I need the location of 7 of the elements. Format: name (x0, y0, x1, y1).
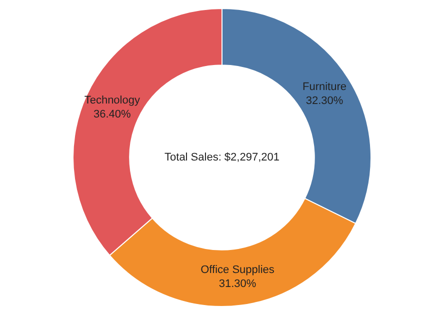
slice-label: Office Supplies (200, 264, 275, 276)
slice-label: Technology (84, 94, 140, 107)
data-label: 36.40% (94, 108, 132, 121)
text: Total Sales: $2,297,201 (164, 152, 280, 164)
data-label: 32.30% (306, 94, 344, 107)
slice-label: Furniture (302, 80, 347, 93)
data-label: 31.30% (218, 278, 256, 290)
